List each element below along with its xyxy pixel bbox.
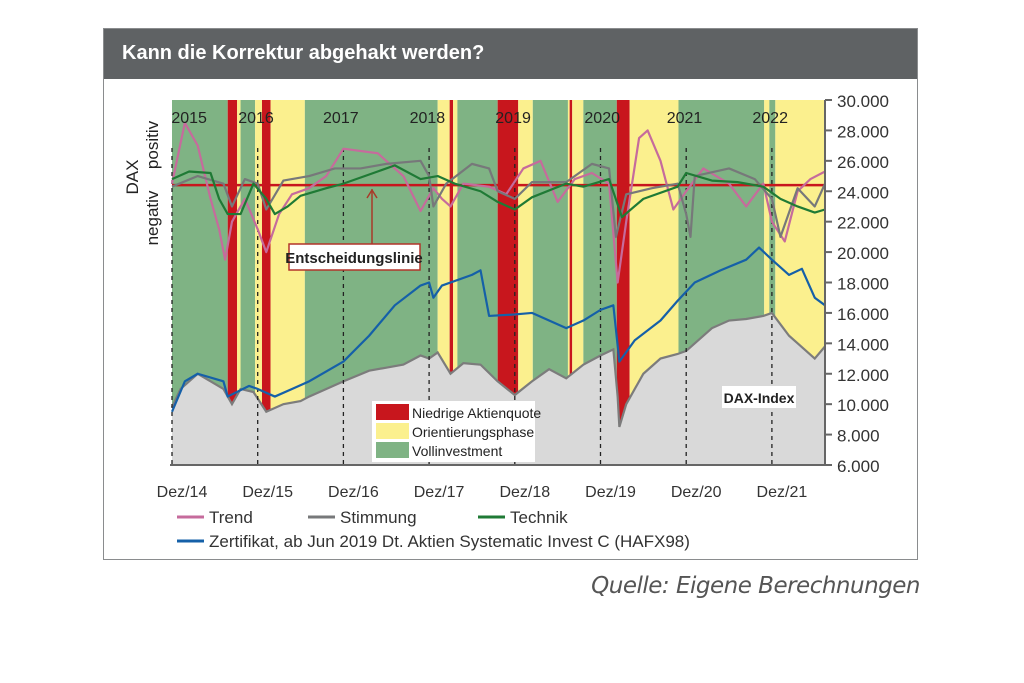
year-label: 2021 xyxy=(667,110,703,127)
y-tick-label: 12.000 xyxy=(837,366,889,385)
dax-label: DAX-Index xyxy=(724,390,795,406)
x-tick-label: Dez/17 xyxy=(414,484,465,501)
chart-header: Kann die Korrektur abgehakt werden? xyxy=(104,29,917,79)
y-tick-label: 24.000 xyxy=(837,183,889,202)
y-tick-label: 22.000 xyxy=(837,214,889,233)
phase-band-yellow xyxy=(567,100,570,465)
x-tick-label: Dez/15 xyxy=(242,484,293,501)
year-label: 2015 xyxy=(171,110,207,127)
phase-band-yellow xyxy=(572,100,584,465)
y-tick-label: 10.000 xyxy=(837,396,889,415)
phase-legend-label: Niedrige Aktienquote xyxy=(412,405,541,421)
y-axis-title: DAX xyxy=(123,160,142,195)
x-tick-label: Dez/19 xyxy=(585,484,636,501)
source-note: Quelle: Eigene Berechnungen xyxy=(591,573,920,599)
phase-band-yellow xyxy=(764,100,770,465)
phase-legend-swatch-yellow xyxy=(376,423,409,439)
y-tick-label: 6.000 xyxy=(837,457,880,476)
phase-band-red xyxy=(497,100,519,465)
series-line-technik xyxy=(171,164,826,219)
legend-label: Stimmung xyxy=(340,508,417,527)
phase-legend-label: Orientierungsphase xyxy=(412,424,534,440)
phase-band-red xyxy=(616,100,630,465)
y-axis-negative-label: negativ xyxy=(143,190,162,245)
chart-frame: Kann die Korrektur abgehakt werden? xyxy=(103,28,918,560)
y-tick-label: 26.000 xyxy=(837,153,889,172)
phase-legend-swatch-red xyxy=(376,404,409,420)
year-label: 2019 xyxy=(495,110,531,127)
year-label: 2022 xyxy=(752,110,788,127)
phase-band-yellow xyxy=(237,100,241,465)
decision-arrowhead xyxy=(366,188,378,199)
phase-band-yellow xyxy=(453,100,458,465)
phase-band-yellow xyxy=(255,100,262,465)
phase-band-red xyxy=(227,100,238,465)
decision-label: Entscheidungslinie xyxy=(285,250,423,267)
y-tick-label: 8.000 xyxy=(837,427,880,446)
phase-legend-swatch-green xyxy=(376,442,409,458)
year-label: 2020 xyxy=(584,110,620,127)
dax-line xyxy=(171,311,826,428)
phase-band-yellow xyxy=(437,100,450,465)
phase-legend-label: Vollinvestment xyxy=(412,443,502,459)
y-tick-label: 14.000 xyxy=(837,335,889,354)
x-tick-label: Dez/18 xyxy=(499,484,550,501)
x-tick-label: Dez/16 xyxy=(328,484,379,501)
y-tick-label: 30.000 xyxy=(837,92,889,111)
year-label: 2017 xyxy=(323,110,359,127)
legend-label: Technik xyxy=(510,508,568,527)
phase-band-red xyxy=(261,100,271,465)
phase-band-red xyxy=(569,100,573,465)
y-tick-label: 18.000 xyxy=(837,275,889,294)
series-line-zertifikat xyxy=(170,246,826,413)
y-tick-label: 28.000 xyxy=(837,122,889,141)
y-tick-label: 20.000 xyxy=(837,244,889,263)
x-tick-label: Dez/14 xyxy=(157,484,208,501)
phase-band-green xyxy=(240,100,256,465)
x-tick-label: Dez/20 xyxy=(671,484,722,501)
legend-label: Zertifikat, ab Jun 2019 Dt. Aktien Syste… xyxy=(209,532,690,551)
chart-title: Kann die Korrektur abgehakt werden? xyxy=(122,42,485,64)
dax-area xyxy=(172,312,826,465)
dax-label-box xyxy=(722,386,796,408)
year-label: 2018 xyxy=(410,110,446,127)
y-tick-label: 16.000 xyxy=(837,305,889,324)
phase-band-green xyxy=(769,100,776,465)
x-tick-label: Dez/21 xyxy=(757,484,808,501)
legend-label: Trend xyxy=(209,508,253,527)
y-axis-positive-label: positiv xyxy=(143,120,162,169)
decision-label-box xyxy=(288,243,421,271)
year-label: 2016 xyxy=(238,110,274,127)
